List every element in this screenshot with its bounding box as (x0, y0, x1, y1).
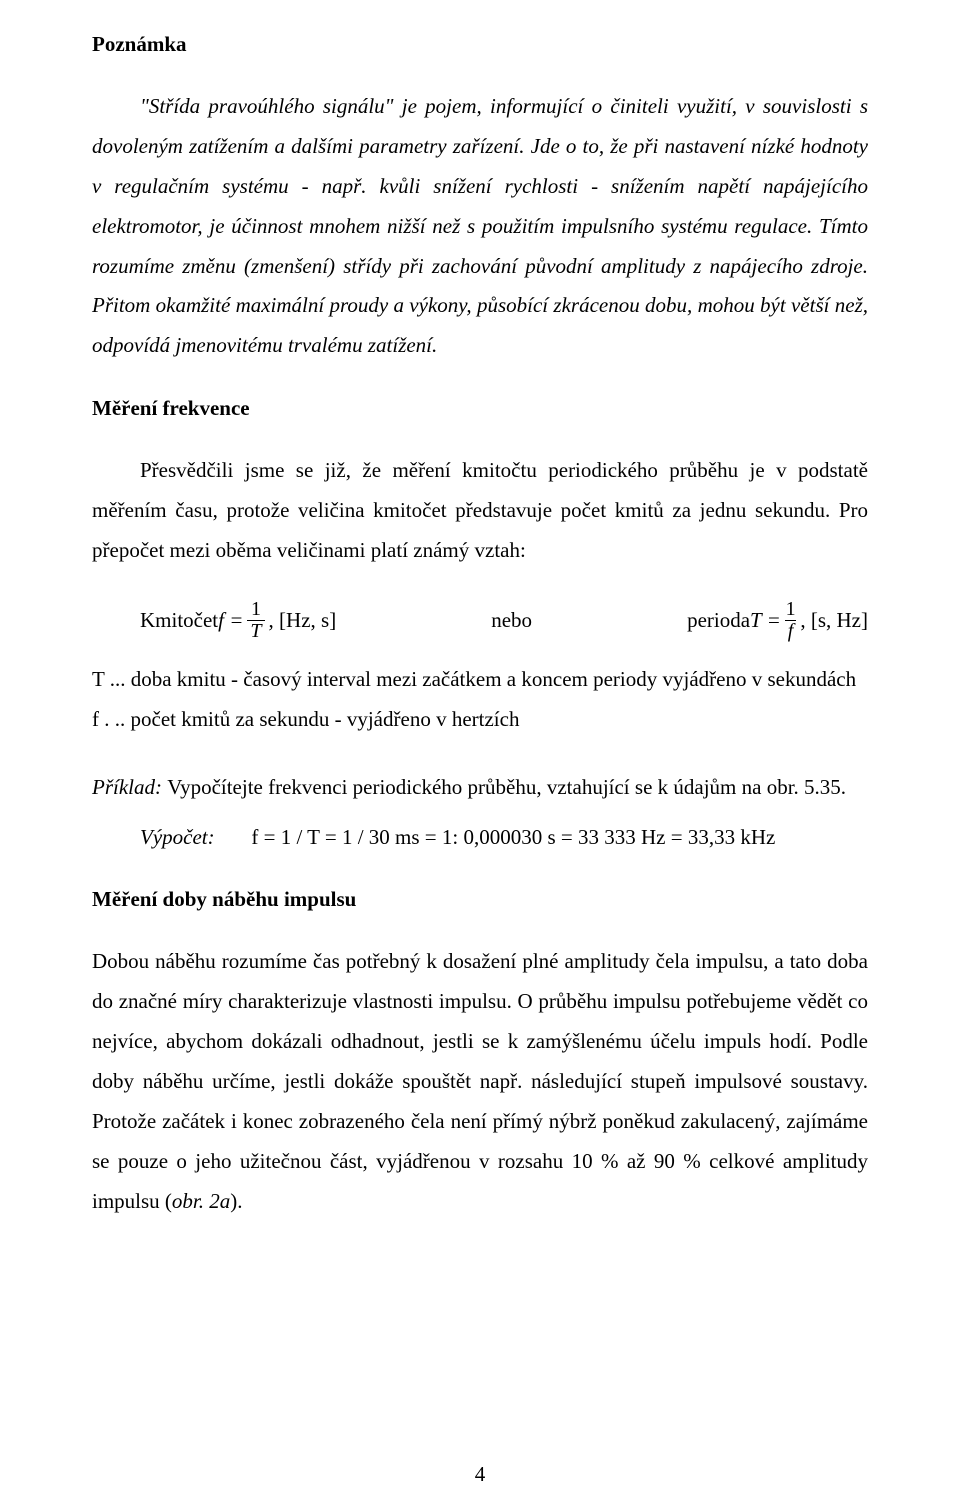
frac2-den: f (785, 620, 797, 642)
frac1-den: T (247, 620, 264, 642)
example-label: Příklad: (92, 775, 167, 799)
heading-poznamka: Poznámka (92, 32, 868, 57)
units-2: , [s, Hz] (800, 604, 868, 638)
formula-left: Kmitočet f = 1 T , [Hz, s] (140, 599, 336, 642)
page: Poznámka "Střída pravoúhlého signálu" je… (0, 0, 960, 1509)
example-text: Vypočítejte frekvenci periodického průbě… (167, 775, 846, 799)
formula-right: perioda T = 1 f , [s, Hz] (687, 599, 868, 642)
calc-label: Výpočet: (140, 825, 215, 849)
units-1: , [Hz, s] (269, 604, 337, 638)
fraction-1: 1 T (247, 599, 264, 642)
calc-text: f = 1 / T = 1 / 30 ms = 1: 0,000030 s = … (251, 825, 775, 849)
section-title-nabeh: Měření doby náběhu impulsu (92, 887, 868, 912)
frekvence-text: Přesvědčili jsme se již, že měření kmito… (92, 458, 868, 562)
formula-row: Kmitočet f = 1 T , [Hz, s] nebo perioda … (140, 599, 868, 642)
formula-mid: nebo (336, 604, 687, 638)
def-t: T ... doba kmitu - časový interval mezi … (92, 660, 868, 700)
poznamka-paragraph: "Střída pravoúhlého signálu" je pojem, i… (92, 87, 868, 366)
nabeh-text-a: Dobou náběhu rozumíme čas potřebný k dos… (92, 949, 868, 1212)
example-line: Příklad: Vypočítejte frekvenci periodick… (92, 768, 868, 808)
def-f: f . .. počet kmitů za sekundu - vyjádřen… (92, 700, 868, 740)
frac2-num: 1 (786, 599, 796, 620)
f-equals: f = (218, 604, 243, 638)
definitions: T ... doba kmitu - časový interval mezi … (92, 660, 868, 740)
frekvence-paragraph: Přesvědčili jsme se již, že měření kmito… (92, 451, 868, 571)
nabeh-text-c: ). (230, 1189, 242, 1213)
calc-line: Výpočet: f = 1 / T = 1 / 30 ms = 1: 0,00… (140, 818, 868, 858)
page-number: 4 (0, 1462, 960, 1487)
nabeh-paragraph: Dobou náběhu rozumíme čas potřebný k dos… (92, 942, 868, 1221)
section-title-frekvence: Měření frekvence (92, 396, 868, 421)
kmitocet-label: Kmitočet (140, 604, 218, 638)
nabeh-text-b: obr. 2a (172, 1189, 230, 1213)
t-equals: T = (750, 604, 781, 638)
fraction-2: 1 f (785, 599, 797, 642)
frac1-num: 1 (251, 599, 261, 620)
perioda-label: perioda (687, 604, 750, 638)
